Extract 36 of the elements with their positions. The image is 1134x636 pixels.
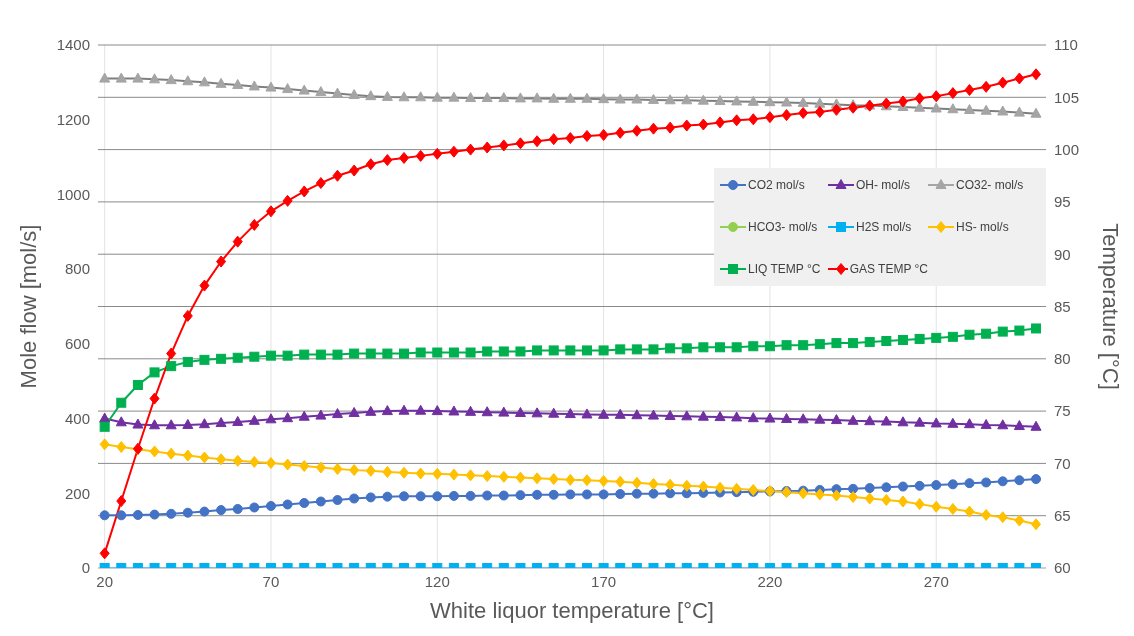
y-tick-label: 200 [64,484,90,502]
y-tick-label: 1000 [56,185,90,203]
y-axis-title: Mole flow [mol/s] [15,224,41,389]
y2-tick-label: 65 [1054,507,1071,525]
legend-label: HS- mol/s [956,220,1009,234]
y2-tick-label: 80 [1054,350,1071,368]
x-tick-label: 270 [923,572,949,590]
legend-label: GAS TEMP °C [849,262,928,276]
y-tick-label: 1400 [56,36,90,54]
legend-label: HCO3- mol/s [748,220,818,234]
y-tick-label: 800 [64,260,90,278]
y2-tick-label: 75 [1054,402,1071,420]
y2-tick-label: 70 [1054,454,1071,472]
y2-axis-title: Temperature [°C] [1098,223,1124,390]
y2-tick-label: 85 [1054,297,1071,315]
y-tick-label: 600 [64,335,90,353]
x-tick-label: 20 [96,572,113,590]
y-tick-label: 400 [64,409,90,427]
y2-tick-label: 95 [1054,193,1071,211]
y2-tick-label: 90 [1054,245,1071,263]
y2-tick-label: 60 [1054,559,1071,577]
legend-label: H2S mol/s [856,220,912,234]
x-tick-label: 120 [424,572,450,590]
legend-label: OH- mol/s [856,178,910,192]
x-tick-label: 70 [262,572,280,590]
y-tick-label: 1200 [56,111,90,129]
y2-tick-label: 105 [1054,88,1080,106]
y2-tick-label: 110 [1054,36,1078,54]
y-tick-label: 0 [81,559,90,577]
x-tick-label: 220 [757,572,783,590]
legend-label: LIQ TEMP °C [748,262,821,276]
y2-tick-label: 100 [1054,140,1080,158]
legend-label: CO32- mol/s [956,178,1024,192]
x-axis-title: White liquor temperature [°C] [430,598,714,623]
x-tick-label: 170 [591,572,617,590]
legend-label: CO2 mol/s [748,178,805,192]
